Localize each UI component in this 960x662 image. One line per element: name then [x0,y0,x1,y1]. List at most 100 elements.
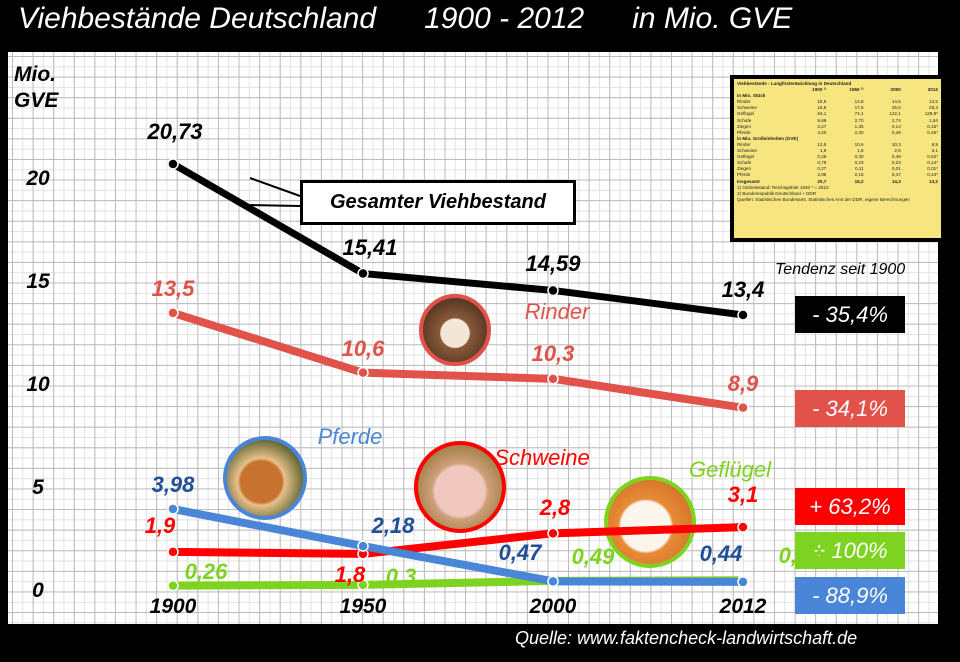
table-cell: 3,27 [817,123,827,129]
table-cell: 16,8 [817,105,827,111]
data-label: 0,47 [498,540,542,566]
table-cell: Schweine [737,105,757,111]
y-axis-label: Mio. GVE [14,62,58,114]
table-cell: 3,1 [931,148,938,154]
chicken-photo [604,476,696,568]
total-series-label: Gesamter Viehbestand [300,180,576,225]
trend-badge: + 63,2% [795,488,905,525]
y-tick-label: 10 [26,373,50,396]
x-tick-label: 1950 [339,595,387,618]
table-cell: Schafe [737,160,752,166]
series-name-gefluegel: Geflügel [689,457,771,482]
table-cell: 4,20 [817,129,827,135]
data-label: 1,9 [144,512,176,538]
table-cell: Pferde [737,129,751,135]
table-cell: 8,9 [931,141,938,147]
horse-photo [223,436,307,520]
table-cell: 3,98 [817,172,827,178]
trend-badge: - 35,4% [795,296,905,333]
table-cell: 1,8 [857,148,864,154]
table-row: Geflügel 64,1 74,1 122,1 128,9* [737,111,938,117]
data-label: 0,26 [184,558,228,584]
table-row: Pferde 3,98 2,18 0,47 0,44* [737,172,938,178]
data-point [167,579,179,592]
table-row: Schafe 0,79 0,23 0,23 0,14* [737,160,938,166]
data-point [167,503,179,515]
data-label: 8,9 [727,370,759,396]
data-label: 0,44 [699,540,743,566]
title-period: 1900 - 2012 [424,2,585,35]
data-label: 14,59 [525,251,581,277]
series-line-4 [172,505,744,586]
table-cell: 0,14 [891,123,901,129]
table-cell: 0,46* [927,129,938,135]
series-line-1 [171,309,744,412]
table-cell: 0,79 [817,160,827,166]
table-cell: Ziegen [737,166,752,172]
y-label-line1: Mio. [14,63,56,86]
table-cell: 14,3 [891,178,901,184]
table-cell: 14,8 [854,99,864,105]
data-label: 1,8 [334,561,366,587]
source-text: Quelle: www.faktencheck-landwirtschaft.d… [515,628,858,648]
table-cell: 2,74 [891,117,901,123]
table-row: Geflügel 0,26 0,30 0,49 0,52* [737,154,938,160]
y-tick-label: 0 [32,579,44,602]
table-cell: 2,18 [854,172,864,178]
data-label: 13,5 [151,275,195,301]
table-row: Insgesamt 20,7 15,2 14,3 13,2 [737,179,938,185]
table-cell: 0,15* [927,123,938,129]
data-label: 10,6 [341,335,385,361]
table-cell: 20,7 [817,178,827,184]
data-label: 20,73 [147,118,203,144]
table-section: in Mio. Stück [737,93,766,99]
data-point [547,284,559,297]
table-cell: 25,6 [891,105,901,111]
data-point [737,401,749,414]
table-cell: 1900 ¹⁾ [812,87,827,93]
x-tick-label: 1900 [149,595,197,618]
data-point [547,527,559,540]
y-tick-label: 20 [26,167,50,190]
series-line-0 [171,160,744,319]
data-point [167,546,179,558]
data-label: 2,18 [371,513,415,539]
data-label: 0,49 [571,543,615,569]
table-cell: 14,5 [891,99,901,105]
table-note: 2) Bundesrepublik Deutschland + DDR [737,190,817,196]
data-point [357,540,369,552]
table-cell: 1,9 [819,148,827,154]
data-point [357,267,369,280]
table-row: 1900 ¹⁾ 1950 ²⁾ 2000 2012 [737,87,938,93]
table-row: Ziegen 0,27 0,11 0,01 0,01* [737,166,938,172]
table-row: Schweine 16,8 17,6 25,6 28,3 [737,105,938,111]
cow-photo [419,294,491,366]
trend-badge: - 88,9% [795,577,905,614]
data-point [167,158,179,170]
table-cell: 10,3 [891,141,901,147]
table-row: Schweine 1,9 1,8 2,8 3,1 [737,148,938,154]
title-main: Viehbestände Deutschland [18,2,377,35]
table-cell: 2,30 [854,129,864,135]
table-cell: 0,14* [927,160,938,166]
table-note: 1) Gebietsstand: Reichsgebiet 1930 * = 2… [737,184,829,190]
table-cell: 13,5 [817,141,827,147]
table-cell: Schweine [737,148,757,154]
table-cell: 0,44* [927,172,938,178]
data-label: 3,1 [727,482,759,508]
data-point [737,521,749,533]
table-cell: 1,64 [929,117,938,123]
series-name-pferde: Pferde [317,424,383,449]
table-cell: Rinder [737,141,751,147]
data-label: 15,41 [342,234,398,260]
table-cell: 28,3 [929,105,938,111]
table-title: Viehbestände - Langfristentwicklung in D… [737,81,852,86]
table-cell: 18,9 [817,99,827,105]
table-cell: 0,52* [927,154,938,160]
table-row: Rinder 18,9 14,8 14,5 12,5 [737,99,938,105]
trend-heading: Tendenz seit 1900 [775,261,906,278]
callout-line [249,177,301,197]
data-label: 13,4 [721,276,765,302]
table-cell: 1950 ²⁾ [849,87,864,93]
table-cell: Rinder [737,99,751,105]
